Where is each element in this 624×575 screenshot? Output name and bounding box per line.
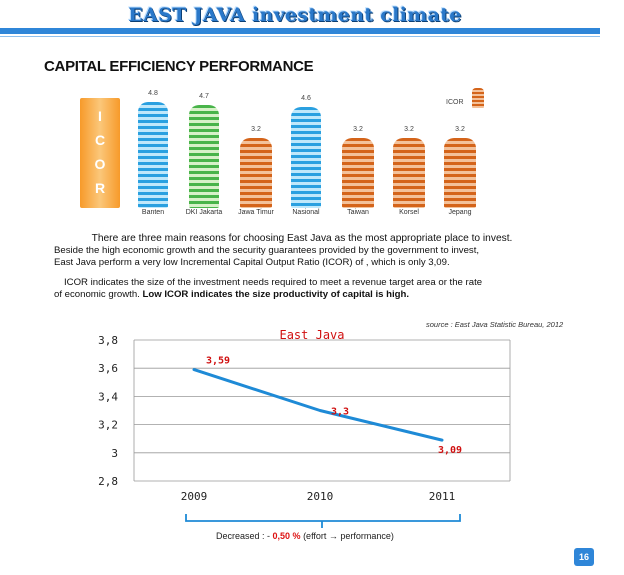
building-label: Banten <box>141 209 165 216</box>
building-jawa-timur <box>240 138 272 208</box>
building-value: 3.2 <box>251 126 261 133</box>
y-tick-label: 2,8 <box>98 475 118 488</box>
building-value: 4.7 <box>199 93 209 100</box>
year-bracket <box>185 514 461 522</box>
building-value: 3.2 <box>353 126 363 133</box>
source-note: source : East Java Statistic Bureau, 201… <box>426 320 564 329</box>
building-label: Jepang <box>448 209 472 216</box>
reasons-line-1: There are three main reasons for choosin… <box>91 233 513 244</box>
building-value: 3.2 <box>455 126 465 133</box>
building-value: 4.6 <box>301 95 311 102</box>
decreased-suffix: (effort → performance) <box>300 531 394 541</box>
building-banten <box>138 102 168 208</box>
building-label: DKI Jakarta <box>185 209 223 216</box>
icor-definition-bold: Low ICOR indicates the size productivity… <box>142 289 410 300</box>
page-number-badge: 16 <box>574 548 594 566</box>
reasons-line-2: Beside the high economic growth and the … <box>54 245 480 256</box>
icor-letter-i: I <box>98 108 102 124</box>
x-tick-label: 2011 <box>429 490 456 503</box>
data-label: 3,59 <box>206 356 230 367</box>
y-tick-label: 3,2 <box>98 419 118 432</box>
x-tick-label: 2009 <box>181 490 208 503</box>
series-line-east-java <box>192 368 444 442</box>
y-tick-label: 3,6 <box>98 362 118 375</box>
building-value: 4.8 <box>148 90 158 97</box>
decreased-note: Decreased : - 0,50 % (effort → performan… <box>216 531 394 541</box>
icor-definition-line-2: of economic growth. Low ICOR indicates t… <box>54 289 554 301</box>
icor-legend-building-icon <box>472 88 484 108</box>
building-nasional <box>291 107 321 208</box>
icor-strip <box>80 98 120 208</box>
data-label: 3,3 <box>331 407 349 418</box>
decreased-value: 0,50 % <box>272 531 301 541</box>
building-taiwan <box>342 138 374 208</box>
chart-title: East Java <box>279 328 344 342</box>
icor-definition-normal: of economic growth. <box>54 289 143 300</box>
y-tick-label: 3,8 <box>98 334 118 347</box>
building-dki-jakarta <box>189 105 219 208</box>
icor-letter-o: O <box>94 156 106 172</box>
reasons-line-3: East Java perform a very low Incremental… <box>54 257 450 268</box>
building-label: Korsel <box>399 209 419 216</box>
building-label: Jawa Timur <box>238 209 274 216</box>
building-korsel <box>393 138 425 208</box>
header-line <box>0 36 600 37</box>
y-tick-label: 3 <box>111 447 118 460</box>
data-label: 3,09 <box>438 445 462 456</box>
icor-definition-line-1: ICOR indicates the size of the investmen… <box>64 277 483 288</box>
icor-letter-c: C <box>94 132 106 148</box>
building-value: 3.2 <box>404 126 414 133</box>
section-title: CAPITAL EFFICIENCY PERFORMANCE <box>44 58 314 75</box>
icor-letter-r: R <box>94 180 106 196</box>
decreased-prefix: Decreased : - <box>216 531 273 541</box>
building-label: Nasional <box>292 209 320 216</box>
x-tick-label: 2010 <box>307 490 334 503</box>
building-label: Taiwan <box>347 209 369 216</box>
header-bar <box>0 28 600 34</box>
page-header-title: EAST JAVA investment climate <box>128 4 462 26</box>
icor-legend-label: ICOR <box>446 99 464 106</box>
building-jepang <box>444 138 476 208</box>
y-tick-label: 3,4 <box>98 390 118 403</box>
